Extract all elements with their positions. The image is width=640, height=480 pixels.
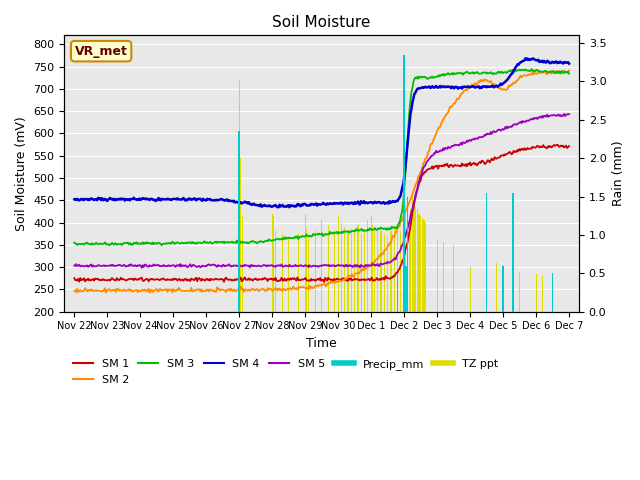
Bar	[417, 209, 418, 312]
Bar	[282, 234, 283, 312]
Bar	[405, 265, 406, 312]
Bar	[387, 236, 388, 312]
Bar	[400, 231, 401, 312]
Bar	[328, 225, 329, 312]
Bar	[384, 234, 385, 312]
Y-axis label: Rain (mm): Rain (mm)	[612, 141, 625, 206]
Bar	[412, 196, 413, 312]
Text: VR_met: VR_met	[75, 45, 127, 58]
Bar	[361, 234, 362, 312]
Bar	[372, 225, 373, 312]
Bar	[367, 220, 369, 312]
Bar	[405, 204, 406, 312]
Bar	[422, 218, 423, 312]
Bar	[239, 80, 240, 312]
Bar	[314, 231, 316, 312]
Legend: SM 1, SM 2, SM 3, SM 4, SM 5, Precip_mm, TZ ppt: SM 1, SM 2, SM 3, SM 4, SM 5, Precip_mm,…	[69, 355, 502, 389]
Bar	[275, 231, 276, 312]
Bar	[443, 242, 444, 312]
Bar	[354, 231, 355, 312]
Bar	[239, 132, 240, 312]
Bar	[413, 204, 415, 312]
Bar	[406, 196, 408, 312]
X-axis label: Time: Time	[307, 337, 337, 350]
Y-axis label: Soil Moisture (mV): Soil Moisture (mV)	[15, 116, 28, 231]
Bar	[419, 214, 420, 312]
Bar	[348, 234, 349, 312]
Bar	[552, 273, 554, 312]
Bar	[298, 234, 299, 312]
Bar	[425, 223, 426, 312]
Bar	[377, 227, 378, 312]
Bar	[542, 276, 543, 312]
Bar	[271, 214, 273, 312]
Bar	[512, 192, 514, 312]
Bar	[390, 231, 392, 312]
Bar	[502, 265, 504, 312]
Bar	[496, 263, 497, 312]
Bar	[394, 227, 395, 312]
Bar	[374, 231, 375, 312]
Bar	[486, 269, 487, 312]
Bar	[420, 216, 421, 312]
Bar	[334, 231, 335, 312]
Bar	[242, 216, 243, 312]
Bar	[364, 229, 365, 312]
Bar	[288, 238, 289, 312]
Bar	[397, 273, 398, 312]
Bar	[357, 225, 358, 312]
Bar	[351, 229, 352, 312]
Bar	[408, 214, 410, 312]
Bar	[397, 229, 398, 312]
Bar	[403, 55, 405, 312]
Bar	[486, 192, 488, 312]
Bar	[305, 214, 306, 312]
Bar	[240, 158, 241, 312]
Bar	[371, 216, 372, 312]
Bar	[273, 216, 275, 312]
Bar	[536, 274, 537, 312]
Title: Soil Moisture: Soil Moisture	[273, 15, 371, 30]
Bar	[341, 223, 342, 312]
Bar	[519, 272, 520, 312]
Bar	[308, 236, 309, 312]
Bar	[321, 220, 323, 312]
Bar	[344, 227, 346, 312]
Bar	[453, 245, 454, 312]
Bar	[410, 209, 412, 312]
Bar	[502, 265, 504, 312]
Bar	[436, 240, 438, 312]
Bar	[407, 209, 408, 312]
Bar	[415, 207, 416, 312]
Bar	[338, 216, 339, 312]
